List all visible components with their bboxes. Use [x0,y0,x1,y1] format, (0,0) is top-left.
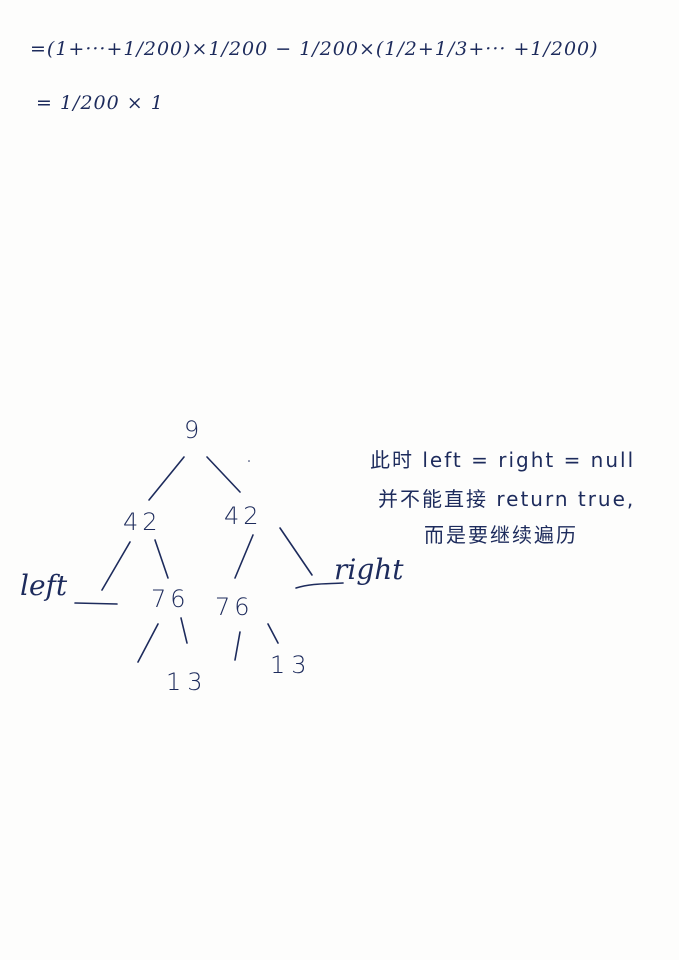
tree-node-right-grandchild: 76 [215,593,254,621]
edge-root-right [206,456,241,493]
edge-left-null [101,541,131,591]
note-line-3: 而是要继续遍历 [424,523,578,547]
tree-node-right: 42 [224,502,263,530]
edge-76-13-right [267,623,279,644]
tree-node-root: 9 [184,416,200,444]
tree-node-right-leaf: 13 [270,651,313,679]
edge-76-right-null [234,631,241,661]
equation-line-1: =(1+···+1/200)×1/200 − 1/200×(1/2+1/3+··… [30,38,599,60]
edge-root-left [148,456,185,501]
right-pointer-stroke [295,582,344,589]
edge-right-76 [234,534,254,579]
tree-node-left-leaf: 13 [166,668,209,696]
tree-node-left: 42 [123,508,162,536]
note-line-2: 并不能直接 return true, [378,487,636,511]
note-line-1: 此时 left = right = null [370,448,636,472]
edge-left-76 [154,539,169,579]
tree-node-left-grandchild: 76 [151,585,190,613]
left-pointer-label: left [20,569,68,602]
edge-76-left-null [137,623,159,663]
equation-line-2: = 1/200 × 1 [36,92,164,114]
edge-right-null [279,527,313,576]
left-pointer-stroke [74,602,118,605]
right-pointer-label: right [334,553,404,586]
edge-76-13-left [180,617,188,644]
